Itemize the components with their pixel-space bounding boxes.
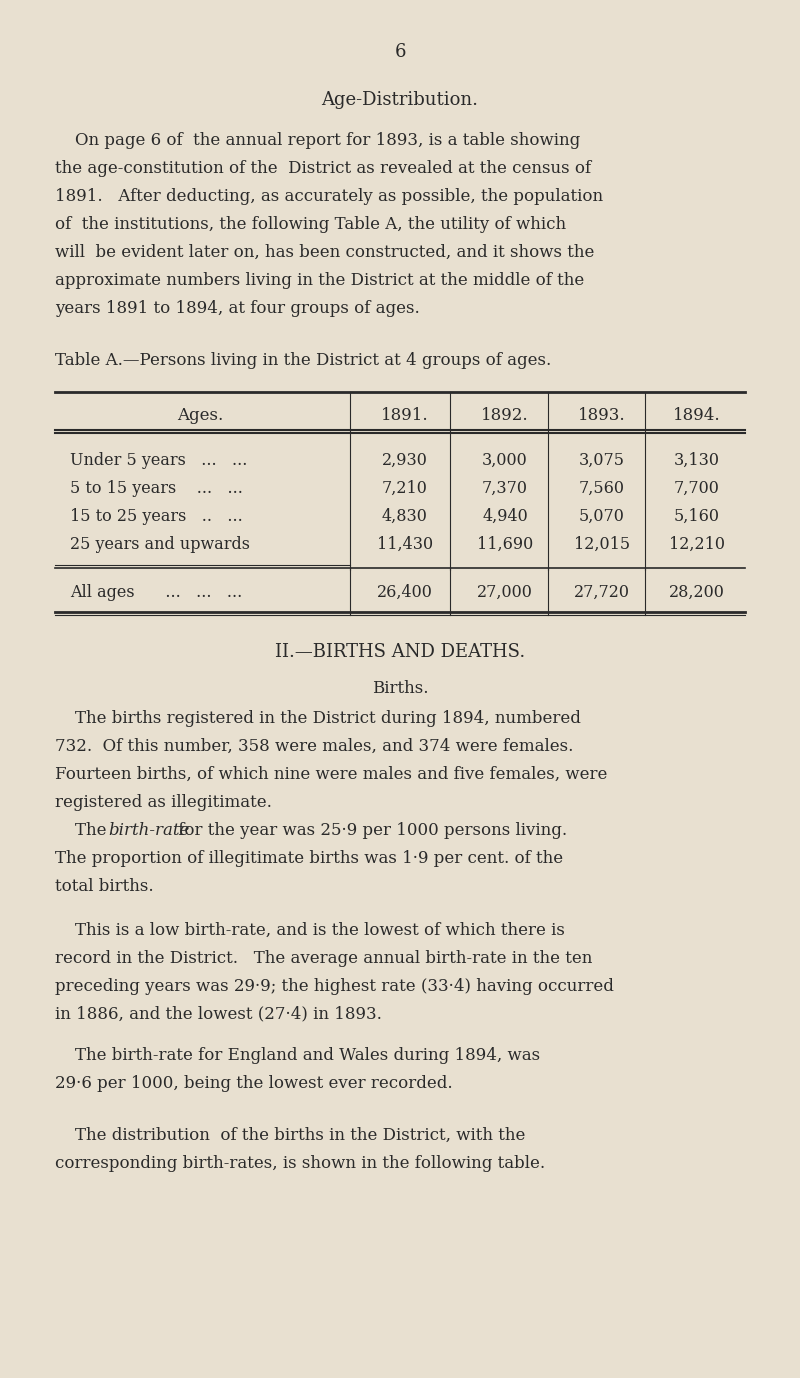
Text: 1891.: 1891. (381, 407, 429, 423)
Text: 7,700: 7,700 (674, 480, 720, 496)
Text: Births.: Births. (372, 679, 428, 696)
Text: 15 to 25 years   ..   ...: 15 to 25 years .. ... (70, 507, 242, 525)
Text: All ages      ...   ...   ...: All ages ... ... ... (70, 583, 242, 601)
Text: 26,400: 26,400 (377, 583, 433, 601)
Text: the age-constitution of the  District as revealed at the census of: the age-constitution of the District as … (55, 160, 591, 176)
Text: Age-Distribution.: Age-Distribution. (322, 91, 478, 109)
Text: 4,940: 4,940 (482, 507, 528, 525)
Text: 12,210: 12,210 (669, 536, 725, 553)
Text: 1893.: 1893. (578, 407, 626, 423)
Text: approximate numbers living in the District at the middle of the: approximate numbers living in the Distri… (55, 271, 584, 288)
Text: The birth-rate for England and Wales during 1894, was: The birth-rate for England and Wales dur… (75, 1046, 540, 1064)
Text: Table A.—Persons living in the District at 4 groups of ages.: Table A.—Persons living in the District … (55, 351, 551, 368)
Text: Ages.: Ages. (177, 407, 223, 423)
Text: 27,720: 27,720 (574, 583, 630, 601)
Text: birth-rate: birth-rate (108, 821, 190, 838)
Text: registered as illegitimate.: registered as illegitimate. (55, 794, 272, 810)
Text: 1894.: 1894. (673, 407, 721, 423)
Text: 732.  Of this number, 358 were males, and 374 were females.: 732. Of this number, 358 were males, and… (55, 737, 574, 755)
Text: 5,160: 5,160 (674, 507, 720, 525)
Text: 27,000: 27,000 (477, 583, 533, 601)
Text: for the year was 25·9 per 1000 persons living.: for the year was 25·9 per 1000 persons l… (173, 821, 567, 838)
Text: 7,210: 7,210 (382, 480, 428, 496)
Text: will  be evident later on, has been constructed, and it shows the: will be evident later on, has been const… (55, 244, 594, 260)
Text: The births registered in the District during 1894, numbered: The births registered in the District du… (75, 710, 581, 726)
Text: 3,130: 3,130 (674, 452, 720, 469)
Text: The: The (75, 821, 112, 838)
Text: in 1886, and the lowest (27·4) in 1893.: in 1886, and the lowest (27·4) in 1893. (55, 1006, 382, 1022)
Text: 1892.: 1892. (481, 407, 529, 423)
Text: 7,560: 7,560 (579, 480, 625, 496)
Text: 29·6 per 1000, being the lowest ever recorded.: 29·6 per 1000, being the lowest ever rec… (55, 1075, 453, 1091)
Text: 3,000: 3,000 (482, 452, 528, 469)
Text: years 1891 to 1894, at four groups of ages.: years 1891 to 1894, at four groups of ag… (55, 299, 420, 317)
Text: 4,830: 4,830 (382, 507, 428, 525)
Text: 3,075: 3,075 (579, 452, 625, 469)
Text: 6: 6 (394, 43, 406, 61)
Text: 11,690: 11,690 (477, 536, 533, 553)
Text: 5,070: 5,070 (579, 507, 625, 525)
Text: Under 5 years   ...   ...: Under 5 years ... ... (70, 452, 247, 469)
Text: corresponding birth-rates, is shown in the following table.: corresponding birth-rates, is shown in t… (55, 1155, 545, 1171)
Text: 12,015: 12,015 (574, 536, 630, 553)
Text: On page 6 of  the annual report for 1893, is a table showing: On page 6 of the annual report for 1893,… (75, 131, 580, 149)
Text: Fourteen births, of which nine were males and five females, were: Fourteen births, of which nine were male… (55, 766, 607, 783)
Text: 2,930: 2,930 (382, 452, 428, 469)
Text: 7,370: 7,370 (482, 480, 528, 496)
Text: 28,200: 28,200 (669, 583, 725, 601)
Text: 5 to 15 years    ...   ...: 5 to 15 years ... ... (70, 480, 243, 496)
Text: The distribution  of the births in the District, with the: The distribution of the births in the Di… (75, 1126, 526, 1144)
Text: 11,430: 11,430 (377, 536, 433, 553)
Text: record in the District.   The average annual birth-rate in the ten: record in the District. The average annu… (55, 949, 592, 966)
Text: 1891.   After deducting, as accurately as possible, the population: 1891. After deducting, as accurately as … (55, 187, 603, 204)
Text: preceding years was 29·9; the highest rate (33·4) having occurred: preceding years was 29·9; the highest ra… (55, 977, 614, 995)
Text: II.—BIRTHS AND DEATHS.: II.—BIRTHS AND DEATHS. (275, 644, 525, 661)
Text: This is a low birth-rate, and is the lowest of which there is: This is a low birth-rate, and is the low… (75, 922, 565, 938)
Text: of  the institutions, the following Table A, the utility of which: of the institutions, the following Table… (55, 215, 566, 233)
Text: 25 years and upwards: 25 years and upwards (70, 536, 250, 553)
Text: The proportion of illegitimate births was 1·9 per cent. of the: The proportion of illegitimate births wa… (55, 849, 563, 867)
Text: total births.: total births. (55, 878, 154, 894)
